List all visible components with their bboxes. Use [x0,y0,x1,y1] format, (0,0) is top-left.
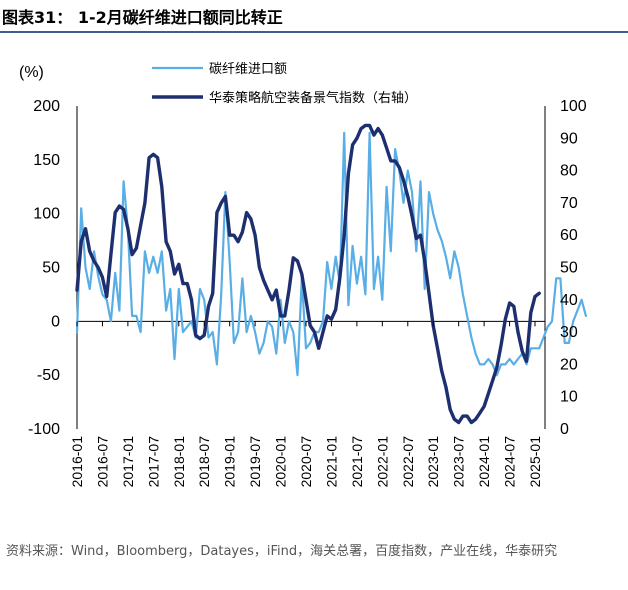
source-note: 资料来源：Wind，Bloomberg，Datayes，iFind，海关总署，百… [6,544,558,559]
x-tick-label: 2022-07 [400,436,416,488]
right-tick-label: 60 [560,227,578,244]
left-tick-label: -50 [37,367,60,384]
x-tick-label: 2021-01 [323,436,339,488]
legend-label-aviation-index: 华泰策略航空装备景气指数（右轴） [209,90,417,106]
right-tick-label: 70 [560,195,578,212]
x-tick-label: 2022-01 [374,436,390,488]
left-axis: 200 150 100 50 0 -50 -100 (%) [19,64,60,438]
x-tick-label: 2019-01 [222,436,238,488]
x-tick-label: 2018-01 [171,436,187,488]
x-tick-label: 2020-01 [273,436,289,488]
left-axis-label: (%) [19,64,44,81]
right-tick-label: 40 [560,292,578,309]
left-tick-label: 100 [33,206,60,223]
legend-label-import-value: 碳纤维进口额 [209,62,287,77]
right-tick-label: 90 [560,130,578,147]
left-tick-label: 0 [51,313,60,330]
left-tick-label: 150 [33,152,60,169]
right-tick-label: 20 [560,356,578,373]
x-axis: 2016-01 2016-07 2017-01 2017-07 2018-01 2018-… [69,321,543,487]
x-tick-label: 2019-07 [247,436,263,488]
right-tick-label: 50 [560,260,578,277]
right-tick-label: 10 [560,389,578,406]
x-tick-label: 2023-01 [425,436,441,488]
x-tick-label: 2025-01 [527,436,543,488]
right-tick-label: 80 [560,163,578,180]
figure-title: 图表31： 1-2月碳纤维进口额同比转正 [2,8,283,27]
x-tick-label: 2020-07 [298,436,314,488]
x-tick-label: 2021-07 [349,436,365,488]
series-line-import-value [75,131,588,377]
right-tick-label: 0 [560,421,569,438]
x-tick-label: 2016-01 [69,436,85,488]
title-divider [0,31,628,33]
right-tick-label: 100 [560,98,587,115]
left-tick-label: 200 [33,98,60,115]
x-tick-label: 2024-01 [476,436,492,488]
x-tick-label: 2016-07 [94,436,110,488]
x-tick-label: 2024-07 [502,436,518,488]
x-tick-label: 2017-01 [120,436,136,488]
left-tick-label: -100 [28,421,60,438]
right-tick-label: 30 [560,324,578,341]
x-tick-label: 2017-07 [145,436,161,488]
series-layer [75,123,588,425]
series-line-aviation-index [75,123,541,425]
left-tick-label: 50 [42,260,60,277]
x-tick-label: 2018-07 [196,436,212,488]
x-tick-label: 2023-07 [451,436,467,488]
